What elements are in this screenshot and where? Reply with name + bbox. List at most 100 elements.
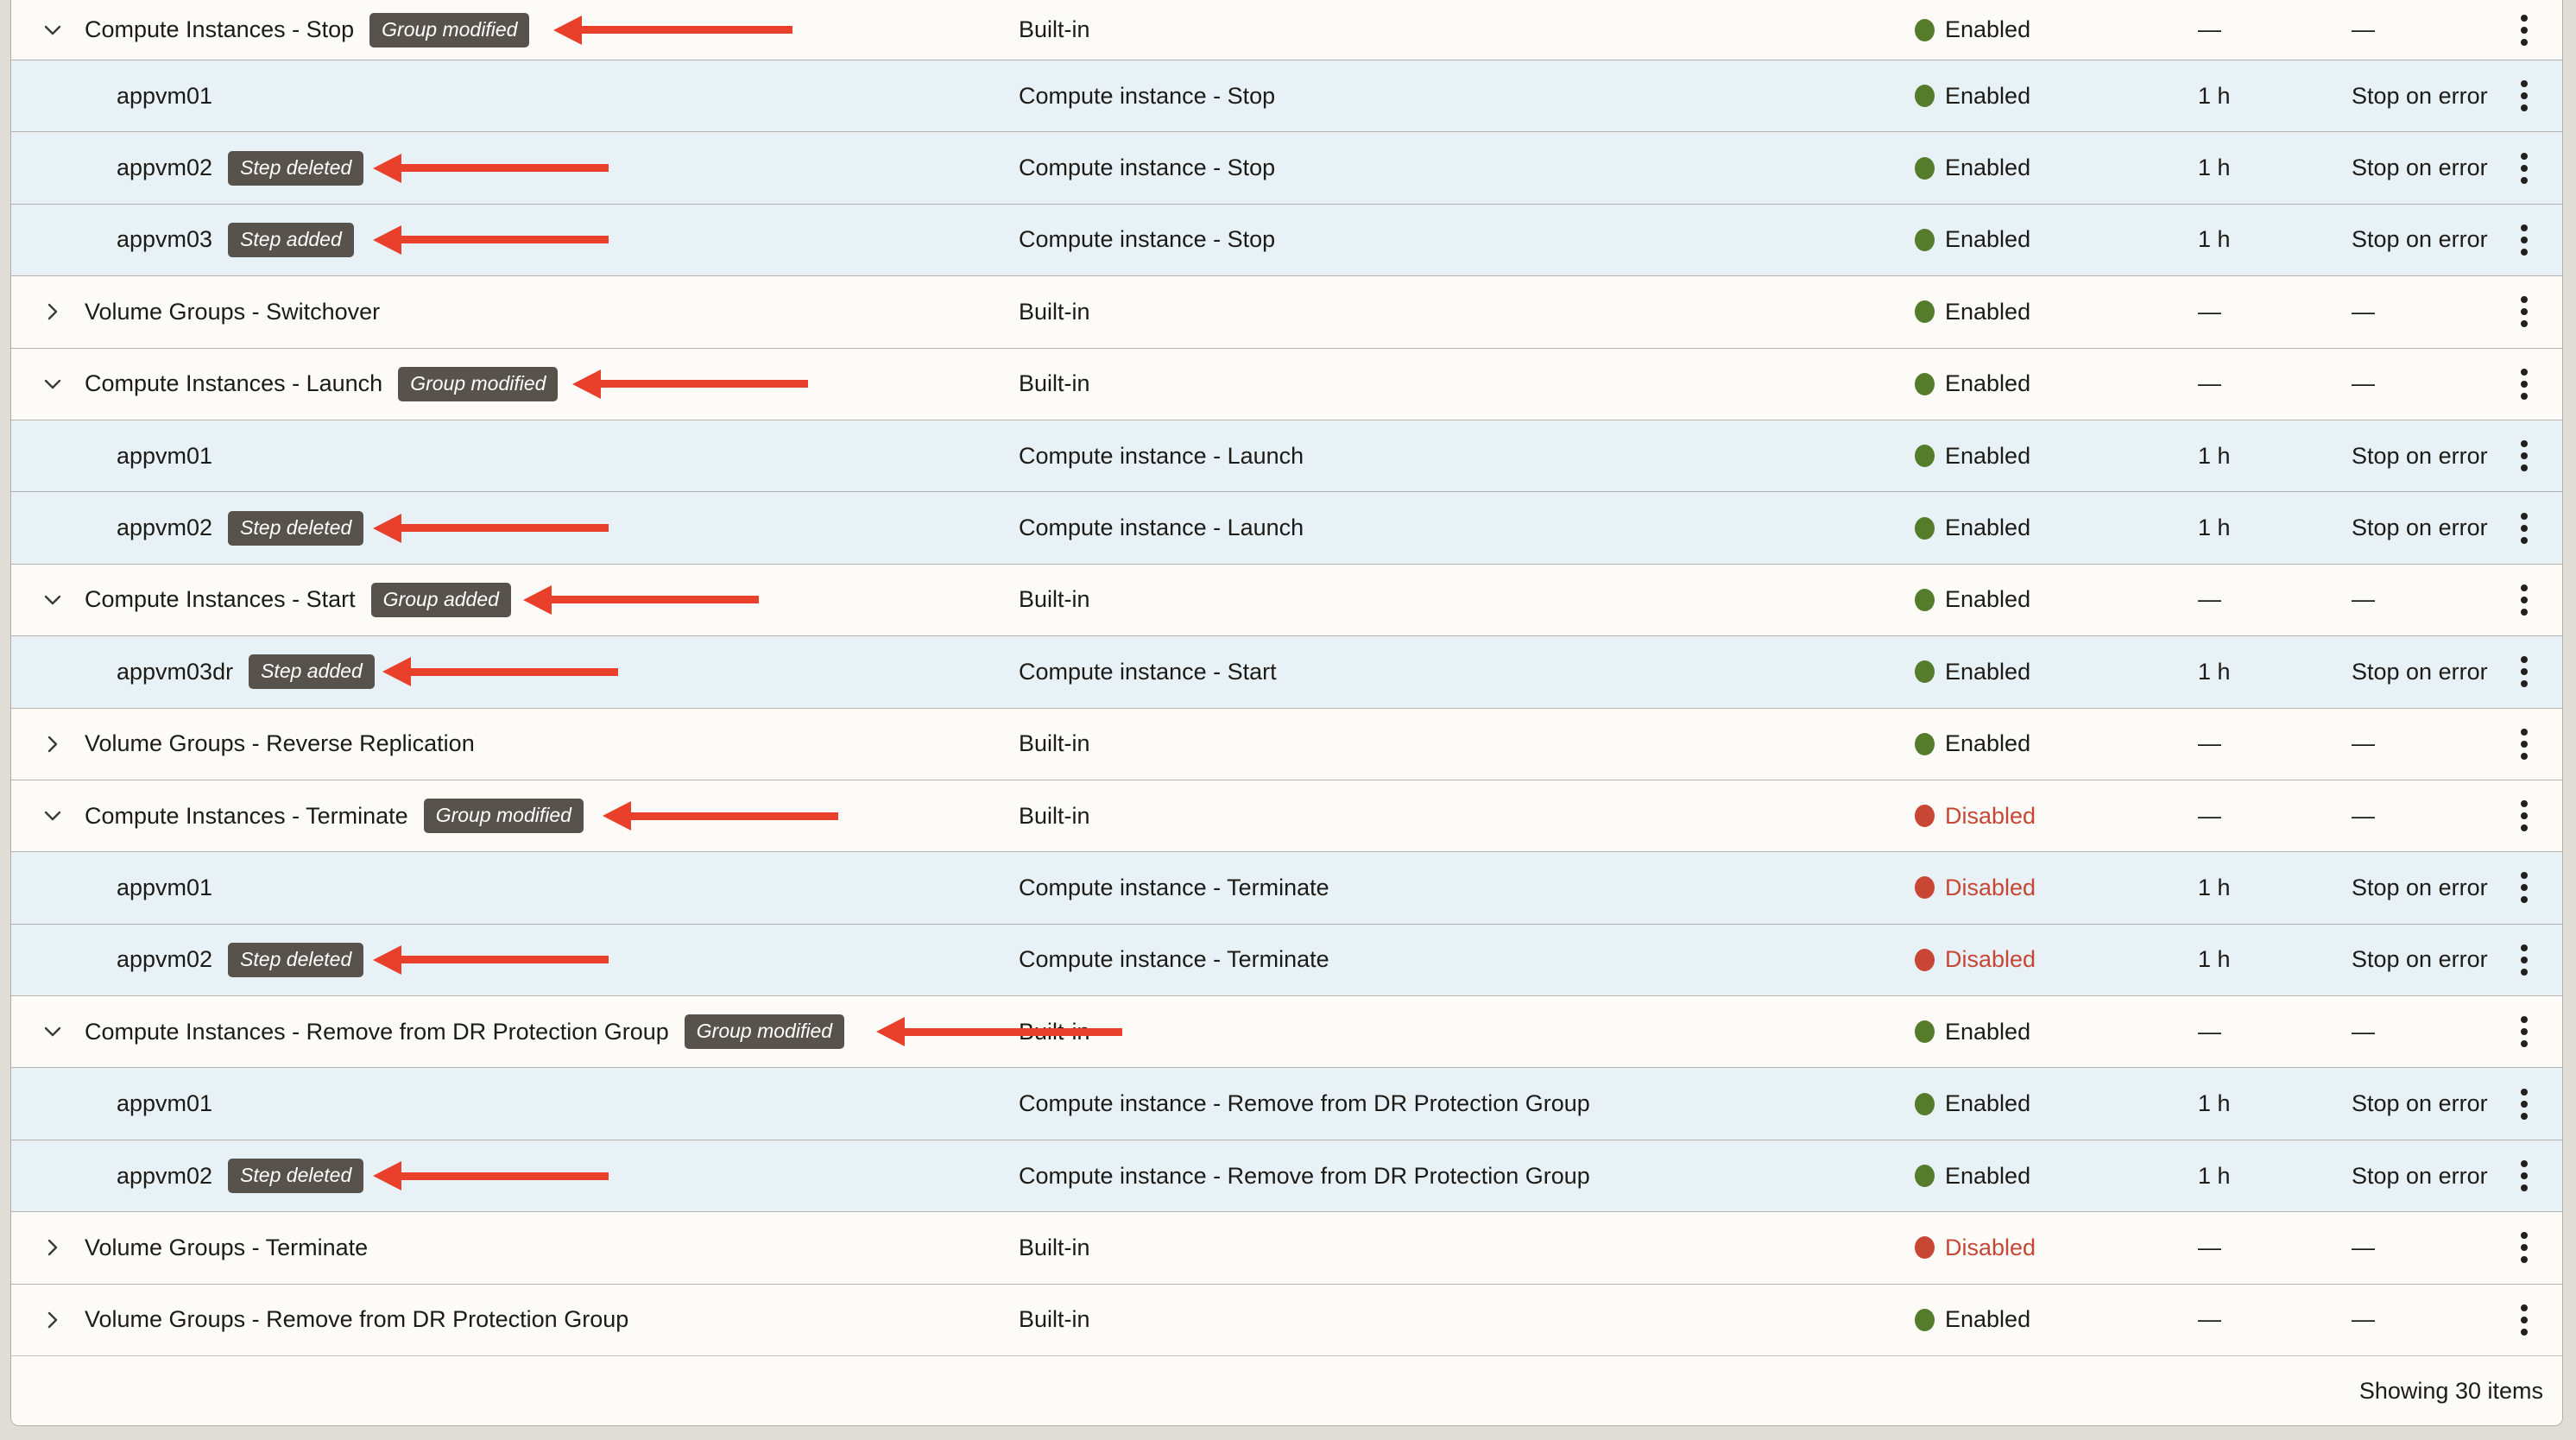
timeout-value: —: [2198, 730, 2221, 757]
plan-group-row: Compute Instances - Stop Group modified …: [11, 0, 2562, 60]
plan-group-row: Compute Instances - Launch Group modifie…: [11, 348, 2562, 420]
error-mode-value: —: [2352, 298, 2375, 325]
template-cell: Built-in: [1019, 1306, 1915, 1333]
kebab-menu-button[interactable]: [2516, 219, 2533, 261]
kebab-menu-button[interactable]: [2516, 435, 2533, 477]
template-label: Built-in: [1019, 298, 1090, 325]
error-mode-value: Stop on error: [2352, 874, 2488, 900]
chevron-right-icon[interactable]: [38, 729, 67, 759]
kebab-menu-button[interactable]: [2516, 291, 2533, 332]
status-label: Enabled: [1945, 155, 2031, 181]
status-dot-icon: [1915, 18, 1935, 41]
chevron-down-icon[interactable]: [38, 16, 67, 45]
kebab-menu-button[interactable]: [2516, 795, 2533, 837]
actions-cell: [2510, 363, 2562, 405]
plan-step-row: appvm02 Step deleted Compute instance - …: [11, 132, 2562, 205]
chevron-down-icon[interactable]: [38, 1017, 67, 1046]
timeout-cell: —: [2198, 803, 2352, 830]
timeout-value: —: [2198, 298, 2221, 325]
timeout-value: 1 h: [2198, 226, 2231, 253]
name-cell: appvm02 Step deleted: [11, 1159, 1019, 1194]
template-label: Built-in: [1019, 1018, 1090, 1045]
error-mode-cell: Stop on error: [2352, 83, 2510, 110]
status-dot-icon: [1915, 588, 1935, 611]
chevron-down-icon[interactable]: [38, 801, 67, 831]
template-cell: Built-in: [1019, 16, 1915, 43]
chevron-right-icon[interactable]: [38, 297, 67, 326]
status-cell: Enabled: [1915, 155, 2198, 181]
change-badge: Group modified: [369, 12, 530, 47]
status-label: Enabled: [1945, 730, 2031, 757]
timeout-cell: 1 h: [2198, 83, 2352, 110]
actions-cell: [2510, 1227, 2562, 1268]
group-name: Volume Groups - Reverse Replication: [85, 730, 475, 757]
kebab-icon: [2521, 872, 2528, 880]
actions-cell: [2510, 723, 2562, 765]
template-label: Compute instance - Terminate: [1019, 946, 1329, 973]
kebab-menu-button[interactable]: [2516, 508, 2533, 549]
kebab-menu-button[interactable]: [2516, 939, 2533, 981]
kebab-icon: [2521, 80, 2528, 88]
kebab-menu-button[interactable]: [2516, 1227, 2533, 1268]
step-name: appvm03dr: [117, 658, 234, 685]
change-badge: Step deleted: [228, 942, 364, 977]
status-label: Enabled: [1945, 442, 2031, 469]
status-dot-icon: [1915, 805, 1935, 828]
chevron-down-icon[interactable]: [38, 585, 67, 615]
status-label: Enabled: [1945, 1018, 2031, 1045]
kebab-menu-button[interactable]: [2516, 148, 2533, 189]
status-label: Enabled: [1945, 226, 2031, 253]
template-label: Built-in: [1019, 1306, 1090, 1333]
status-dot-icon: [1915, 156, 1935, 180]
kebab-menu-button[interactable]: [2516, 723, 2533, 765]
kebab-menu-button[interactable]: [2516, 9, 2533, 51]
kebab-menu-button[interactable]: [2516, 1155, 2533, 1197]
status-cell: Enabled: [1915, 370, 2198, 397]
actions-cell: [2510, 219, 2562, 261]
actions-cell: [2510, 1011, 2562, 1052]
error-mode-cell: Stop on error: [2352, 443, 2510, 470]
chevron-right-icon[interactable]: [38, 1305, 67, 1335]
timeout-cell: —: [2198, 1235, 2352, 1261]
template-cell: Compute instance - Stop: [1019, 155, 1915, 181]
kebab-icon: [2521, 584, 2528, 591]
kebab-menu-button[interactable]: [2516, 363, 2533, 405]
status-dot-icon: [1915, 1165, 1935, 1188]
kebab-icon: [2521, 224, 2528, 231]
template-label: Compute instance - Stop: [1019, 82, 1276, 109]
plan-rows-container: Compute Instances - Stop Group modified …: [11, 0, 2562, 1357]
status-dot-icon: [1915, 876, 1935, 900]
group-name: Compute Instances - Terminate: [85, 802, 408, 829]
status-cell: Disabled: [1915, 803, 2198, 830]
chevron-right-icon[interactable]: [38, 1233, 67, 1262]
kebab-icon: [2521, 1016, 2528, 1024]
timeout-cell: —: [2198, 1306, 2352, 1333]
kebab-icon: [2521, 944, 2528, 951]
actions-cell: [2510, 1155, 2562, 1197]
error-mode-cell: —: [2352, 299, 2510, 325]
timeout-cell: 1 h: [2198, 515, 2352, 541]
kebab-icon: [2521, 440, 2528, 448]
kebab-menu-button[interactable]: [2516, 75, 2533, 117]
timeout-cell: 1 h: [2198, 155, 2352, 181]
chevron-down-icon[interactable]: [38, 369, 67, 399]
kebab-menu-button[interactable]: [2516, 1011, 2533, 1052]
plan-step-row: appvm01 Compute instance - Terminate Dis…: [11, 852, 2562, 925]
name-cell: appvm01: [11, 83, 1019, 110]
status-label: Enabled: [1945, 16, 2031, 42]
kebab-menu-button[interactable]: [2516, 651, 2533, 692]
timeout-value: —: [2198, 1018, 2221, 1045]
status-dot-icon: [1915, 1020, 1935, 1044]
group-name: Compute Instances - Start: [85, 586, 356, 613]
status-cell: Enabled: [1915, 1306, 2198, 1333]
error-mode-value: Stop on error: [2352, 155, 2488, 181]
kebab-menu-button[interactable]: [2516, 867, 2533, 908]
template-cell: Built-in: [1019, 1235, 1915, 1261]
status-cell: Enabled: [1915, 515, 2198, 541]
kebab-menu-button[interactable]: [2516, 1299, 2533, 1341]
kebab-menu-button[interactable]: [2516, 1083, 2533, 1125]
kebab-menu-button[interactable]: [2516, 579, 2533, 621]
status-cell: Enabled: [1915, 659, 2198, 685]
name-cell: appvm01: [11, 1090, 1019, 1117]
status-dot-icon: [1915, 1308, 1935, 1331]
